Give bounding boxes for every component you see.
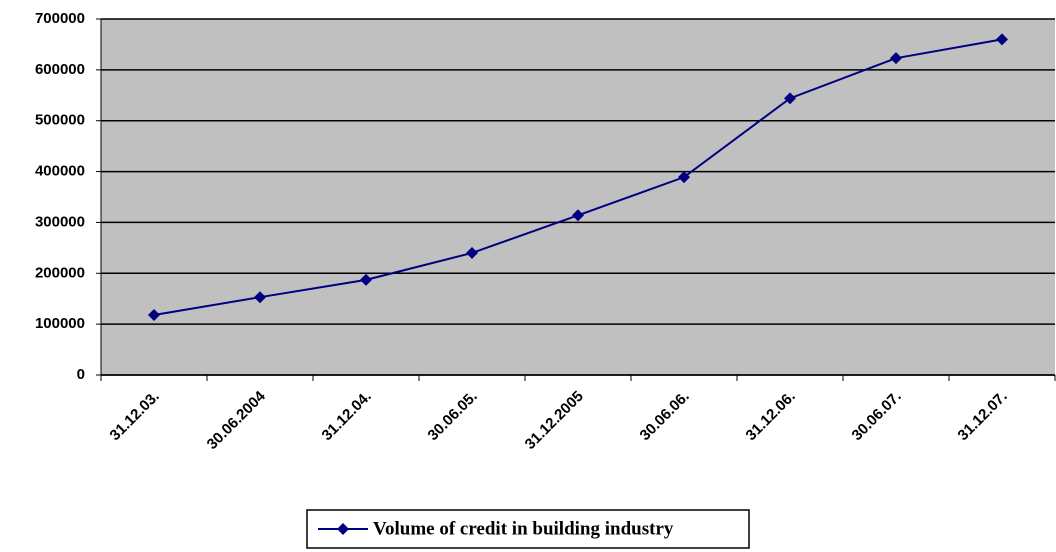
- data-point: [254, 291, 266, 304]
- data-point: [678, 171, 690, 184]
- legend-box: [306, 509, 750, 549]
- x-tick-label: 31.12.03.: [107, 388, 163, 444]
- x-tick-label: 31.12.06.: [743, 388, 799, 444]
- x-tick-label: 30.06.05.: [425, 388, 481, 444]
- plot-area: [101, 19, 1055, 375]
- y-tick-label: 300000: [35, 213, 85, 230]
- data-point: [360, 273, 372, 286]
- data-point: [572, 209, 584, 222]
- x-tick-label: 31.12.07.: [955, 388, 1011, 444]
- x-tick-label: 31.12.04.: [319, 388, 375, 444]
- y-tick-label: 700000: [35, 10, 85, 27]
- x-tick-label: 30.06.06.: [637, 388, 693, 444]
- legend-label: Volume of credit in building industry: [373, 518, 674, 539]
- data-point: [148, 308, 160, 321]
- data-point: [996, 33, 1008, 46]
- y-tick-label: 200000: [35, 264, 85, 281]
- data-point: [466, 246, 478, 259]
- x-tick-label: 31.12.2005: [522, 388, 587, 453]
- y-tick-label: 0: [77, 366, 85, 383]
- y-tick-label: 500000: [35, 112, 85, 129]
- y-tick-label: 400000: [35, 163, 85, 180]
- y-tick-label: 100000: [35, 315, 85, 332]
- x-tick-label: 30.06.07.: [849, 388, 905, 444]
- y-tick-label: 600000: [35, 61, 85, 78]
- legend-marker: [337, 523, 349, 535]
- data-point: [784, 92, 796, 105]
- x-tick-label: 30.06.2004: [204, 387, 270, 453]
- data-point: [890, 52, 902, 65]
- legend: Volume of credit in building industry: [306, 509, 750, 549]
